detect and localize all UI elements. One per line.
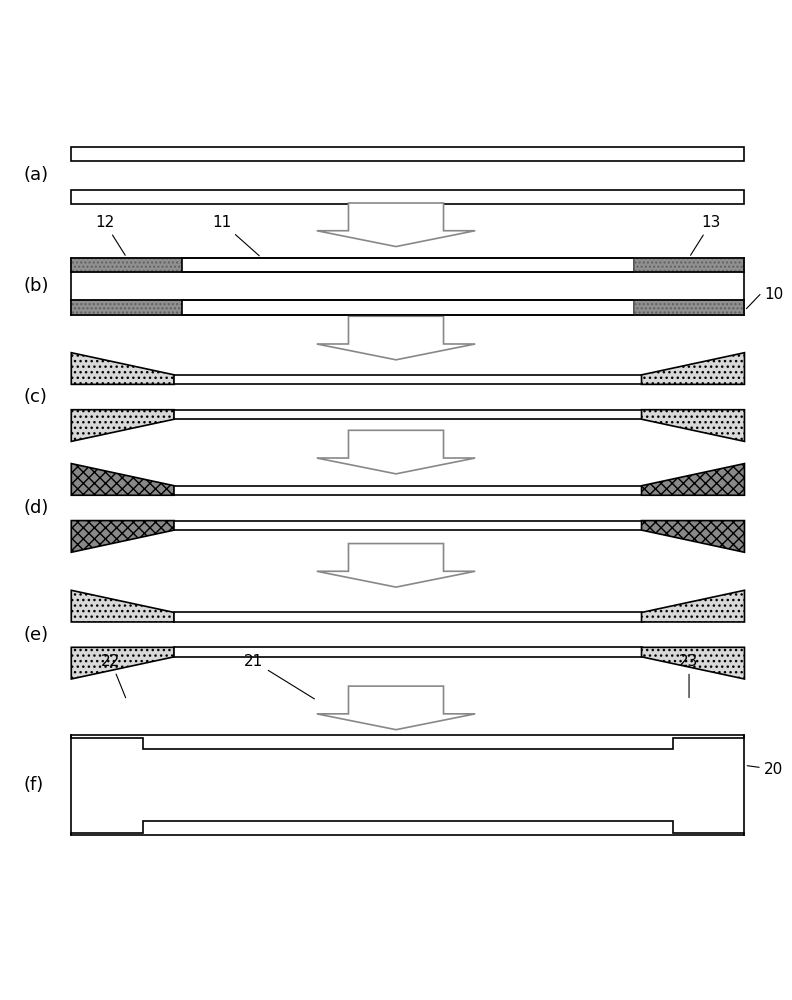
Text: (b): (b) (24, 277, 49, 295)
Polygon shape (317, 203, 475, 247)
Polygon shape (71, 735, 744, 749)
Bar (71, 300, 182, 315)
Bar (182, 258, 634, 272)
Bar (174, 375, 642, 384)
Bar (182, 300, 634, 315)
Text: (c): (c) (24, 388, 48, 406)
Bar (174, 521, 642, 530)
Polygon shape (71, 521, 174, 552)
Polygon shape (71, 821, 744, 835)
Bar (174, 612, 642, 622)
Text: (f): (f) (24, 776, 44, 794)
Polygon shape (71, 464, 174, 495)
Polygon shape (642, 647, 744, 679)
Text: 12: 12 (95, 215, 125, 255)
Text: 13: 13 (691, 215, 721, 255)
Polygon shape (317, 316, 475, 360)
Bar (174, 486, 642, 495)
Text: 10: 10 (764, 287, 783, 302)
Text: 21: 21 (244, 654, 314, 699)
Text: 22: 22 (101, 654, 126, 698)
Bar (174, 647, 642, 657)
Bar (634, 300, 744, 315)
Text: (a): (a) (24, 166, 49, 184)
Polygon shape (71, 353, 174, 384)
Polygon shape (642, 353, 744, 384)
Polygon shape (71, 410, 174, 441)
Polygon shape (642, 521, 744, 552)
Polygon shape (317, 430, 475, 474)
Bar (71, 147, 744, 161)
Text: 20: 20 (764, 762, 783, 777)
Bar (71, 258, 182, 272)
Text: (d): (d) (24, 499, 49, 517)
Text: (e): (e) (24, 626, 49, 644)
Polygon shape (71, 647, 174, 679)
Text: 11: 11 (212, 215, 259, 256)
Text: 23: 23 (680, 654, 699, 698)
Polygon shape (71, 590, 174, 622)
Bar (174, 410, 642, 419)
Polygon shape (642, 464, 744, 495)
Bar (71, 190, 744, 204)
Polygon shape (317, 686, 475, 730)
Polygon shape (642, 590, 744, 622)
Polygon shape (642, 410, 744, 441)
Polygon shape (317, 544, 475, 587)
Bar (634, 258, 744, 272)
